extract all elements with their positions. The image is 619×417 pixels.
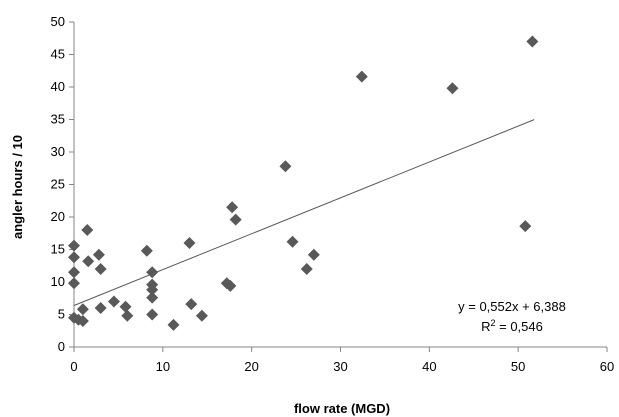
r-squared-value: = 0,546 xyxy=(496,319,543,334)
data-point xyxy=(185,298,198,311)
data-point xyxy=(119,300,132,313)
y-tick-label: 40 xyxy=(51,79,65,94)
x-tick-label: 60 xyxy=(600,359,614,374)
x-tick-label: 20 xyxy=(244,359,258,374)
x-axis-title: flow rate (MGD) xyxy=(294,401,390,416)
r-squared-exponent: 2 xyxy=(491,318,496,328)
x-tick-label: 30 xyxy=(333,359,347,374)
trendline-layer xyxy=(73,119,535,306)
data-point xyxy=(355,70,368,83)
data-point xyxy=(519,220,532,233)
data-point xyxy=(229,213,242,226)
x-tick-label: 40 xyxy=(422,359,436,374)
data-point xyxy=(146,283,159,296)
trendline-equation: y = 0,552x + 6,388 xyxy=(458,299,566,314)
data-point xyxy=(307,248,320,261)
x-tick-label: 50 xyxy=(511,359,525,374)
y-tick-label: 10 xyxy=(51,274,65,289)
y-tick-label: 20 xyxy=(51,209,65,224)
data-point xyxy=(146,266,159,279)
data-point xyxy=(94,263,107,275)
y-tick-label: 15 xyxy=(51,242,65,257)
data-point xyxy=(146,291,159,304)
data-point xyxy=(224,279,237,292)
data-point xyxy=(107,295,120,308)
y-tick-label: 0 xyxy=(58,339,65,354)
data-point xyxy=(226,201,239,214)
data-point xyxy=(121,309,134,322)
data-point xyxy=(167,318,180,331)
x-tick-label: 0 xyxy=(70,359,77,374)
data-point xyxy=(183,237,196,249)
data-points xyxy=(68,35,539,331)
data-point xyxy=(94,302,107,314)
data-point xyxy=(526,35,539,48)
data-point xyxy=(82,255,95,268)
data-point xyxy=(68,251,80,264)
data-point xyxy=(195,309,208,322)
y-axis-title: angler hours / 10 xyxy=(10,135,25,239)
data-point xyxy=(286,235,299,248)
tick-labels: 0 5 10 15 20 25 30 35 40 45 50 0 10 20 30 40 50 60 xyxy=(51,14,615,374)
data-point xyxy=(76,315,89,327)
data-point xyxy=(279,160,292,173)
data-point xyxy=(300,263,313,275)
data-point xyxy=(92,248,105,261)
data-point xyxy=(446,82,459,95)
trendline xyxy=(73,119,535,306)
y-tick-label: 30 xyxy=(51,144,65,159)
axes xyxy=(69,21,608,352)
y-tick-label: 5 xyxy=(58,307,65,322)
y-tick-label: 50 xyxy=(51,14,65,29)
y-tick-label: 35 xyxy=(51,112,65,127)
data-point xyxy=(68,239,80,252)
data-point xyxy=(140,244,153,257)
x-tick-label: 10 xyxy=(156,359,170,374)
data-point xyxy=(146,308,159,321)
r-squared-label: R2 = 0,546 xyxy=(481,318,543,334)
y-tick-label: 45 xyxy=(51,47,65,62)
data-point xyxy=(68,266,80,279)
data-point xyxy=(76,303,89,316)
data-point xyxy=(81,224,94,236)
data-point xyxy=(68,277,80,290)
y-tick-label: 25 xyxy=(51,177,65,192)
r-squared-prefix: R xyxy=(481,319,490,334)
